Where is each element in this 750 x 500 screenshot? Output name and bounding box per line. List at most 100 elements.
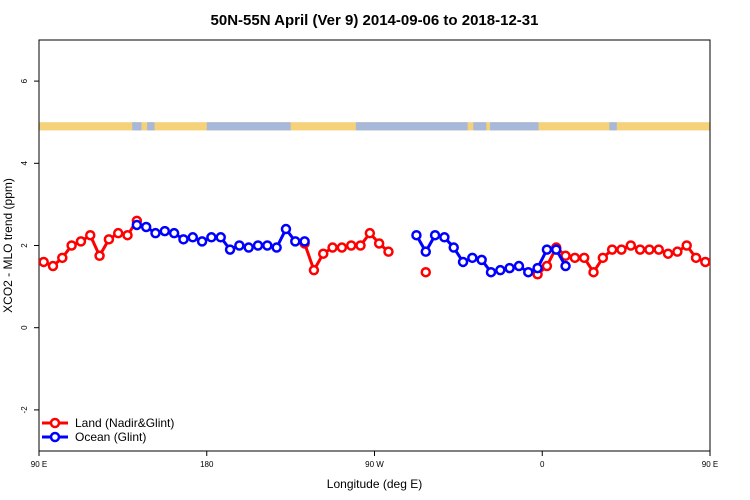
data-point (634, 244, 646, 255)
x-tick-label: 0 (540, 460, 545, 469)
data-point (39, 256, 49, 268)
land-ocean-strip (39, 122, 710, 131)
data-point (336, 242, 348, 253)
data-point (578, 252, 590, 264)
data-point (504, 262, 515, 274)
data-point (355, 240, 366, 251)
ocean-strip-segment (609, 122, 617, 131)
data-point (94, 250, 105, 262)
data-point (75, 236, 87, 247)
data-point (271, 242, 282, 253)
x-axis-ticks: 90 E 180 90 W 0 90 E (31, 451, 718, 469)
series-1 (131, 219, 571, 278)
data-point (150, 227, 161, 239)
data-point (662, 248, 674, 259)
data-point (523, 266, 534, 278)
legend-label: Land (Nadir&Glint) (75, 416, 174, 430)
series-line-segment (303, 230, 390, 274)
data-point (112, 227, 124, 239)
x-tick-label: 180 (200, 460, 214, 469)
data-point (448, 242, 459, 253)
data-point (187, 232, 199, 243)
legend: Land (Nadir&Glint)Ocean (Glint) (42, 416, 174, 444)
data-point (131, 219, 143, 231)
data-point (729, 242, 737, 250)
data-point (513, 260, 525, 272)
y-tick-label: -2 (20, 406, 29, 414)
data-point (308, 264, 320, 276)
data-point (709, 263, 710, 269)
series-0 (39, 215, 747, 280)
data-point (178, 234, 189, 245)
data-point (597, 252, 609, 264)
data-point (411, 229, 422, 241)
chart-title: 50N-55N April (Ver 9) 2014-09-06 to 2018… (211, 12, 539, 29)
data-point (206, 232, 217, 243)
series-layer (39, 215, 747, 280)
data-point (467, 252, 478, 264)
data-point (196, 236, 208, 247)
data-point (243, 242, 254, 253)
data-point (224, 244, 236, 255)
data-point (280, 223, 292, 235)
data-point (550, 244, 562, 255)
y-axis-label: XCO2 - MLO trend (ppm) (1, 178, 15, 313)
data-point (681, 240, 692, 251)
data-point (588, 266, 599, 278)
data-point (560, 250, 571, 262)
data-point (644, 244, 655, 255)
data-point (720, 256, 728, 264)
data-point (476, 254, 487, 266)
data-point (66, 240, 77, 251)
data-point (457, 256, 469, 268)
data-point (560, 260, 571, 272)
data-point (47, 260, 59, 272)
data-point (383, 246, 394, 257)
data-point (541, 244, 553, 255)
data-point (345, 240, 357, 251)
data-point (122, 229, 133, 241)
y-tick-label: 4 (20, 161, 29, 166)
ocean-strip-segment (355, 122, 468, 131)
data-point (317, 248, 329, 259)
data-point (606, 244, 618, 255)
x-axis-label: Longitude (deg E) (327, 477, 422, 491)
data-point (140, 221, 152, 233)
x-tick-label: 90 W (365, 460, 384, 469)
data-point (439, 232, 450, 243)
ocean-strip-segment (490, 122, 539, 131)
data-point (739, 239, 747, 247)
x-tick-label: 90 E (702, 460, 718, 469)
data-point (159, 225, 171, 237)
ocean-strip-segment (473, 122, 487, 131)
y-tick-label: 2 (20, 243, 29, 248)
data-point (234, 240, 245, 251)
data-point (616, 244, 627, 255)
data-point (653, 244, 664, 255)
data-point (262, 240, 273, 251)
data-point (290, 236, 301, 247)
data-point (420, 266, 432, 278)
data-point (700, 256, 710, 268)
data-point (485, 266, 497, 278)
data-point (215, 232, 226, 243)
data-point (672, 246, 683, 257)
legend-marker (49, 417, 61, 429)
data-point (85, 229, 96, 241)
data-point (541, 260, 553, 272)
data-point (168, 227, 180, 239)
data-point (625, 240, 637, 251)
data-point (420, 246, 432, 257)
ocean-strip-segment (206, 122, 291, 131)
data-point (299, 236, 310, 247)
y-axis-ticks: -2 0 2 4 6 (20, 78, 39, 413)
data-point (57, 252, 68, 264)
y-tick-label: 6 (20, 78, 29, 83)
data-point (364, 227, 376, 239)
legend-marker (49, 431, 61, 443)
ocean-strip-segment (132, 122, 142, 131)
data-point (495, 264, 506, 276)
data-point (532, 262, 543, 274)
data-point (569, 252, 581, 264)
